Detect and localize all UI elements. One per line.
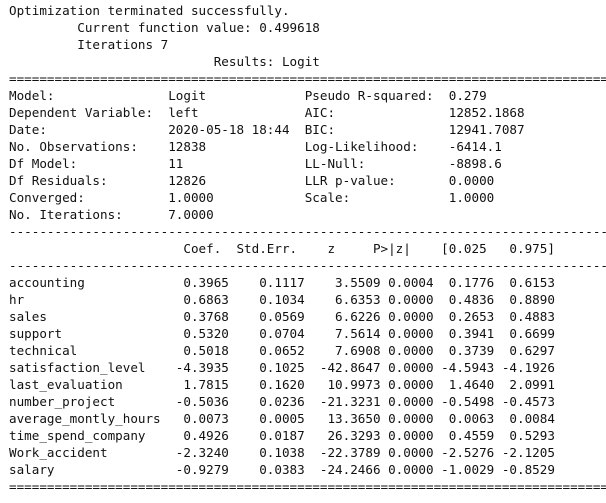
single-rule: ----------------------------------------… [9, 258, 606, 273]
summary-row: Dependent Variable: left AIC: 12852.1868 [9, 105, 525, 120]
summary-row: Model: Logit Pseudo R-squared: 0.279 [9, 88, 487, 103]
double-rule: ========================================… [9, 479, 606, 494]
double-rule: ========================================… [9, 71, 606, 86]
coef-row: satisfaction_level -4.3935 0.1025 -42.86… [9, 360, 555, 375]
coef-row: time_spend_company 0.4926 0.0187 26.3293… [9, 428, 555, 443]
coef-table-header: Coef. Std.Err. z P>|z| [0.025 0.975] [9, 241, 555, 256]
function-value-line: Current function value: 0.499618 [9, 20, 320, 35]
coef-row: accounting 0.3965 0.1117 3.5509 0.0004 0… [9, 275, 555, 290]
coef-row: technical 0.5018 0.0652 7.6908 0.0000 0.… [9, 343, 555, 358]
iterations-line: Iterations 7 [9, 37, 169, 52]
coef-row: Work_accident -2.3240 0.1038 -22.3789 0.… [9, 445, 555, 460]
coef-row: average_montly_hours 0.0073 0.0005 13.36… [9, 411, 555, 426]
coef-row: sales 0.3768 0.0569 6.6226 0.0000 0.2653… [9, 309, 555, 324]
summary-row: Df Residuals: 12826 LLR p-value: 0.0000 [9, 173, 495, 188]
status-line: Optimization terminated successfully. [9, 3, 290, 18]
coef-row: last_evaluation 1.7815 0.1620 10.9973 0.… [9, 377, 555, 392]
coef-row: support 0.5320 0.0704 7.5614 0.0000 0.39… [9, 326, 555, 341]
single-rule: ----------------------------------------… [9, 224, 606, 239]
coef-row: number_project -0.5036 0.0236 -21.3231 0… [9, 394, 555, 409]
summary-row: Date: 2020-05-18 18:44 BIC: 12941.7087 [9, 122, 525, 137]
coef-row: salary -0.9279 0.0383 -24.2466 0.0000 -1… [9, 462, 555, 477]
summary-row: Converged: 1.0000 Scale: 1.0000 [9, 190, 495, 205]
summary-row: No. Iterations: 7.0000 [9, 207, 214, 222]
summary-row: No. Observations: 12838 Log-Likelihood: … [9, 139, 502, 154]
results-title: Results: Logit [9, 54, 320, 69]
summary-row: Df Model: 11 LL-Null: -8898.6 [9, 156, 502, 171]
coef-row: hr 0.6863 0.1034 6.6353 0.0000 0.4836 0.… [9, 292, 555, 307]
